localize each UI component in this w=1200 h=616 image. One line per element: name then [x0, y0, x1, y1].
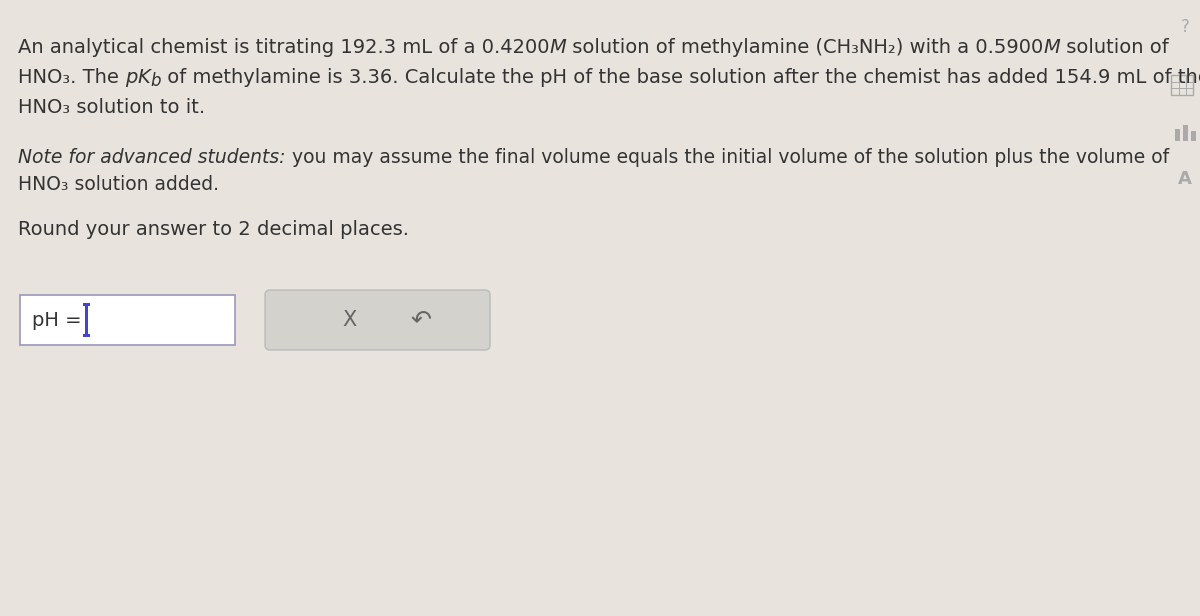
Text: M: M: [1044, 38, 1061, 57]
Text: ?: ?: [1181, 18, 1189, 36]
Text: you may assume the final volume equals the initial volume of the solution plus t: you may assume the final volume equals t…: [286, 148, 1169, 167]
Text: pH =: pH =: [32, 310, 88, 330]
Text: solution of methylamine (CH₃NH₂) with a 0.5900: solution of methylamine (CH₃NH₂) with a …: [566, 38, 1044, 57]
Text: of methylamine is 3.36. Calculate the pH of the base solution after the chemist : of methylamine is 3.36. Calculate the pH…: [161, 68, 1200, 87]
Bar: [1190, 131, 1196, 141]
Bar: [83, 303, 90, 306]
Bar: [1183, 125, 1188, 141]
Text: An analytical chemist is titrating 192.3 mL of a 0.4200: An analytical chemist is titrating 192.3…: [18, 38, 550, 57]
Text: Round your answer to 2 decimal places.: Round your answer to 2 decimal places.: [18, 220, 409, 239]
FancyBboxPatch shape: [20, 295, 235, 345]
Text: Note for advanced students:: Note for advanced students:: [18, 148, 286, 167]
Text: b: b: [150, 72, 161, 90]
Text: HNO₃. The: HNO₃. The: [18, 68, 125, 87]
Text: HNO₃ solution added.: HNO₃ solution added.: [18, 175, 220, 194]
Bar: [83, 334, 90, 337]
Text: solution of: solution of: [1061, 38, 1169, 57]
Text: p: p: [125, 68, 138, 87]
Bar: [85, 305, 88, 335]
Text: K: K: [138, 68, 150, 87]
Text: X: X: [342, 310, 356, 330]
Bar: [1175, 129, 1180, 141]
Text: M: M: [550, 38, 566, 57]
Text: A: A: [1178, 170, 1192, 188]
FancyBboxPatch shape: [265, 290, 490, 350]
Text: ↶: ↶: [410, 308, 431, 332]
Text: HNO₃ solution to it.: HNO₃ solution to it.: [18, 98, 205, 117]
